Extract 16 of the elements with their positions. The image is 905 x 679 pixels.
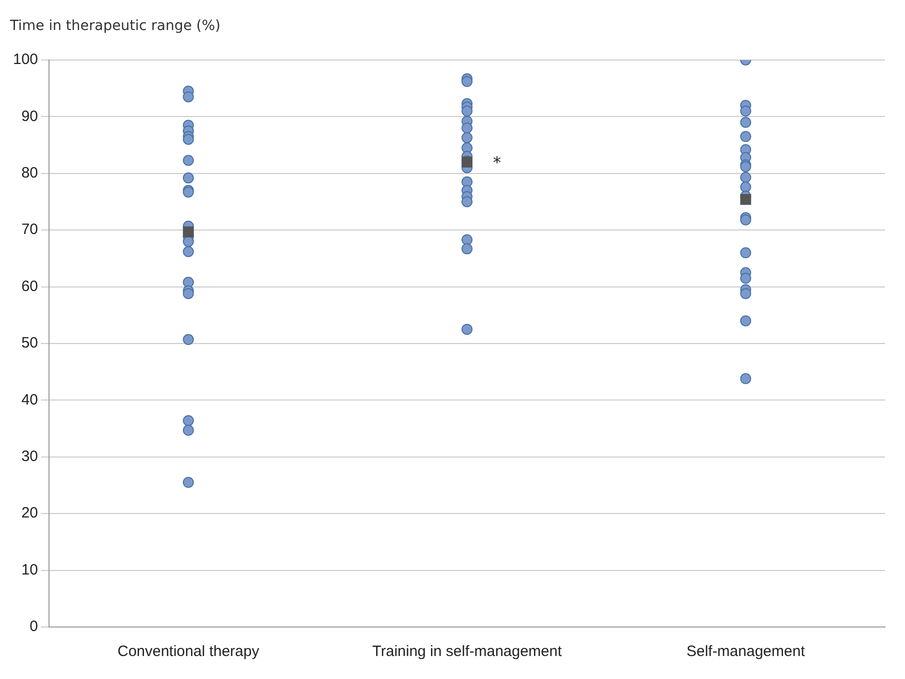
y-tick-label: 20 [21, 504, 38, 522]
x-tick-label: Self-management [686, 643, 806, 660]
y-tick-label: 80 [21, 164, 38, 182]
y-tick-label: 100 [12, 51, 38, 68]
y-tick-label: 70 [21, 221, 38, 238]
y-axis-title: Time in therapeutic range (%) [10, 18, 221, 34]
y-tick-label: 40 [21, 391, 38, 408]
y-tick-label: 90 [21, 108, 38, 125]
y-tick-label: 60 [21, 278, 38, 295]
x-tick-label: Conventional therapy [117, 643, 260, 660]
y-tick-label: 10 [21, 561, 38, 578]
y-tick-label: 0 [30, 618, 38, 636]
y-tick-label: 50 [21, 334, 38, 352]
y-tick-label: 30 [21, 448, 38, 466]
annotation: * [493, 153, 502, 172]
x-tick-label: Training in self-management [372, 643, 563, 660]
